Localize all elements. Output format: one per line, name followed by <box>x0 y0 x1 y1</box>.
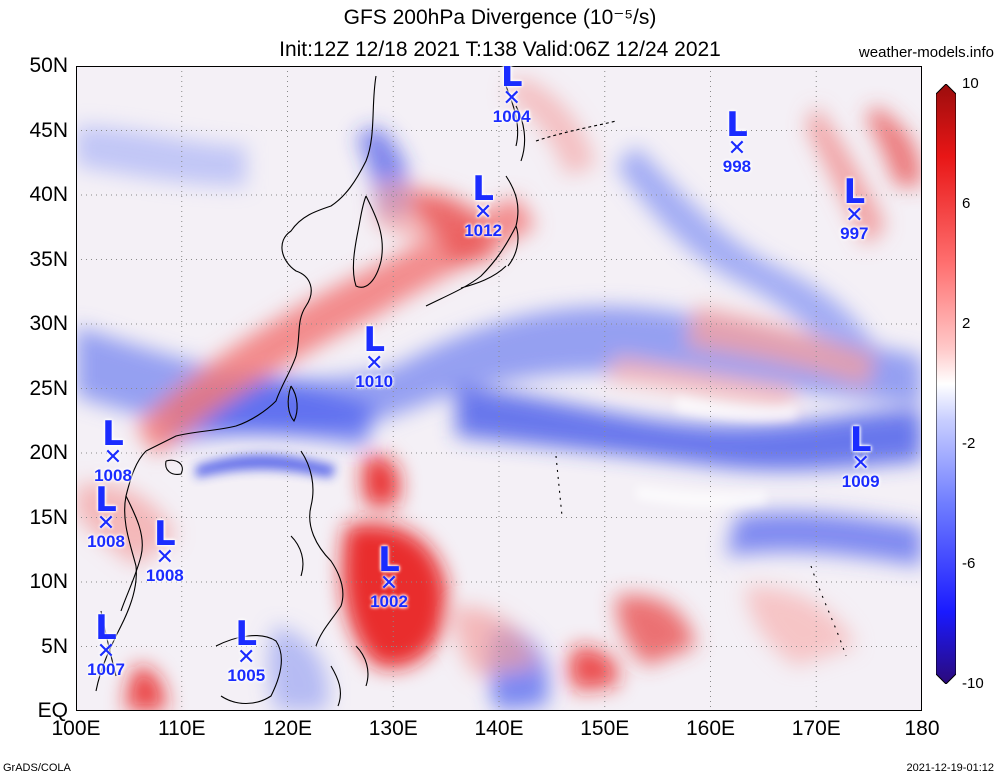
low-symbol: L <box>378 539 400 580</box>
low-center-cross-icon: ✕ <box>473 200 493 226</box>
lon-tick-label: 140E <box>474 717 524 740</box>
low-pressure-value: 1002 <box>370 591 408 611</box>
low-pressure-center: L ✕ 1002 <box>359 539 419 611</box>
low-center-cross-icon: ✕ <box>727 135 747 161</box>
low-center-cross-icon: ✕ <box>155 544 175 570</box>
coastlines <box>95 75 847 707</box>
low-symbol: L <box>153 513 176 554</box>
low-symbol: L <box>95 480 117 521</box>
low-center-cross-icon: ✕ <box>237 645 256 671</box>
colorbar-tick-label: -2 <box>962 435 976 452</box>
low-pressure-value: 1009 <box>841 471 880 491</box>
lat-tick-label: EQ <box>37 699 68 722</box>
footer-timestamp: 2021-12-19-01:12 <box>906 762 994 774</box>
colorbar-tick-label: -10 <box>962 675 984 692</box>
low-pressure-center: L ✕ 1004 <box>482 66 542 126</box>
map-title: GFS 200hPa Divergence (10⁻⁵/s) <box>343 6 657 29</box>
low-pressure-value: 998 <box>722 156 752 176</box>
colorbar-tick-label: 10 <box>962 75 979 92</box>
lon-tick-label: 170E <box>791 717 841 740</box>
low-pressure-value: 1007 <box>87 659 125 679</box>
low-pressure-center: L ✕ 1005 <box>216 614 276 686</box>
low-pressure-center: L ✕ 997 <box>824 171 884 243</box>
divergence-shading <box>76 76 922 711</box>
graticule <box>76 66 922 711</box>
low-pressure-value: 1008 <box>145 565 184 585</box>
low-symbol: L <box>95 607 117 648</box>
low-pressure-value: 1012 <box>464 221 503 241</box>
low-symbol: L <box>849 419 872 460</box>
low-pressure-value: 1008 <box>87 532 125 552</box>
lat-tick-label: 25N <box>29 376 68 400</box>
low-center-cross-icon: ✕ <box>845 202 864 228</box>
lon-tick-label: 100E <box>51 717 101 740</box>
lon-tick-label: 120E <box>262 717 313 740</box>
low-pressure-value: 1004 <box>492 107 531 126</box>
low-symbol: L <box>102 414 124 455</box>
map-plot-area: L ✕ 1004 L ✕ 998 L ✕ 1012 L ✕ 997 L ✕ 1010 L ✕ 1008 L ✕ 1009… <box>76 66 922 711</box>
low-symbol: L <box>726 104 748 145</box>
lat-tick-label: 10N <box>29 570 68 593</box>
lon-tick-label: 110E <box>158 717 206 740</box>
lat-tick-label: 20N <box>29 441 68 464</box>
lat-tick-label: 30N <box>29 312 68 335</box>
low-symbol: L <box>235 614 258 655</box>
lon-tick-label: 160E <box>685 717 736 740</box>
low-pressure-center: L ✕ 1009 <box>831 419 891 491</box>
low-symbol: L <box>843 171 866 212</box>
low-center-cross-icon: ✕ <box>379 570 399 596</box>
low-pressure-center: L ✕ 1010 <box>344 320 404 392</box>
low-symbol: L <box>500 66 523 95</box>
low-pressure-value: 997 <box>840 223 869 243</box>
lat-tick-label: 35N <box>29 247 68 271</box>
divergence-field <box>76 66 922 711</box>
site-credit: weather-models.info <box>858 44 994 61</box>
low-pressure-center: L ✕ 1008 <box>83 414 143 486</box>
low-pressure-center: L ✕ 1008 <box>76 480 136 552</box>
lat-tick-label: 40N <box>29 183 68 206</box>
lon-tick-label: 180 <box>904 717 940 740</box>
lat-tick-label: 15N <box>29 505 68 529</box>
low-pressure-markers: L ✕ 1004 L ✕ 998 L ✕ 1012 L ✕ 997 L ✕ 1010 L ✕ 1008 L ✕ 1009… <box>76 66 922 711</box>
colorbar-tick-label: 6 <box>962 195 971 212</box>
colorbar-tick-label: 2 <box>962 315 971 332</box>
lon-tick-label: 130E <box>368 717 418 740</box>
low-center-cross-icon: ✕ <box>103 445 123 471</box>
low-pressure-center: L ✕ 1007 <box>76 607 136 679</box>
low-center-cross-icon: ✕ <box>364 351 384 377</box>
low-symbol: L <box>472 169 494 210</box>
low-pressure-value: 1010 <box>355 372 394 392</box>
lat-tick-label: 5N <box>41 634 68 658</box>
footer-credit: GrADS/COLA <box>3 762 71 774</box>
colorbar <box>936 84 956 684</box>
low-center-cross-icon: ✕ <box>96 638 116 664</box>
lat-tick-label: 45N <box>29 118 68 142</box>
low-symbol: L <box>363 320 386 361</box>
lon-tick-label: 150E <box>580 717 630 740</box>
low-pressure-center: L ✕ 1012 <box>453 169 513 241</box>
low-center-cross-icon: ✕ <box>502 86 521 111</box>
low-center-cross-icon: ✕ <box>96 511 116 537</box>
low-pressure-value: 1008 <box>94 466 132 486</box>
low-center-cross-icon: ✕ <box>851 450 870 476</box>
low-pressure-center: L ✕ 1008 <box>135 513 195 585</box>
low-pressure-center: L ✕ 998 <box>707 104 767 176</box>
map-subtitle: Init:12Z 12/18 2021 T:138 Valid:06Z 12/2… <box>279 38 721 61</box>
low-pressure-value: 1005 <box>227 666 266 686</box>
colorbar-tick-label: -6 <box>962 555 976 572</box>
lat-tick-label: 50N <box>29 54 68 77</box>
